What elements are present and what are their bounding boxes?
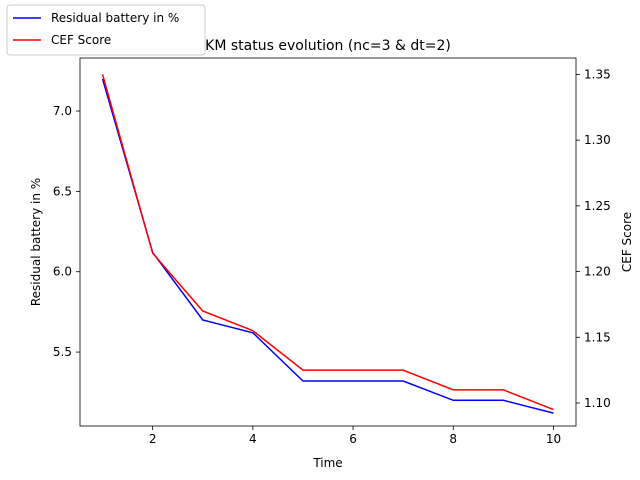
right-y-tick-label: 1.30	[584, 133, 611, 147]
x-tick-label: 4	[249, 432, 257, 446]
right-y-tick-label: 1.25	[584, 199, 611, 213]
series-line-cef	[101, 74, 554, 411]
left-y-axis-ticks: 5.5 6.0 6.5 7.0	[53, 104, 80, 359]
x-tick-label: 8	[449, 432, 457, 446]
chart-title: KM status evolution (nc=3 & dt=2)	[205, 38, 451, 54]
right-y-axis-ticks: 1.10 1.15 1.20 1.25 1.30 1.35	[576, 67, 611, 410]
left-y-tick-label: 7.0	[53, 104, 72, 118]
plot-area	[79, 57, 577, 427]
right-y-tick-label: 1.35	[584, 67, 611, 81]
right-y-tick-label: 1.10	[584, 396, 611, 410]
legend-label-battery: Residual battery in %	[51, 11, 179, 25]
right-y-axis-label: CEF Score	[620, 212, 634, 272]
x-axis-ticks: 2 4 6 8 10	[149, 426, 561, 446]
right-y-tick-label: 1.15	[584, 330, 611, 344]
x-tick-label: 2	[149, 432, 157, 446]
x-tick-label: 6	[349, 432, 357, 446]
right-y-tick-label: 1.20	[584, 265, 611, 279]
legend-box	[6, 4, 206, 56]
x-tick-label: 10	[546, 432, 561, 446]
left-y-tick-label: 5.5	[53, 345, 72, 359]
legend: Residual battery in % CEF Score	[6, 4, 206, 56]
left-y-tick-label: 6.5	[53, 184, 72, 198]
series-line-battery	[101, 78, 554, 414]
legend-label-cef: CEF Score	[51, 33, 111, 47]
x-axis-label: Time	[312, 456, 342, 470]
left-y-tick-label: 6.0	[53, 265, 72, 279]
series-lines	[101, 74, 554, 414]
left-y-axis-label: Residual battery in %	[29, 178, 43, 306]
